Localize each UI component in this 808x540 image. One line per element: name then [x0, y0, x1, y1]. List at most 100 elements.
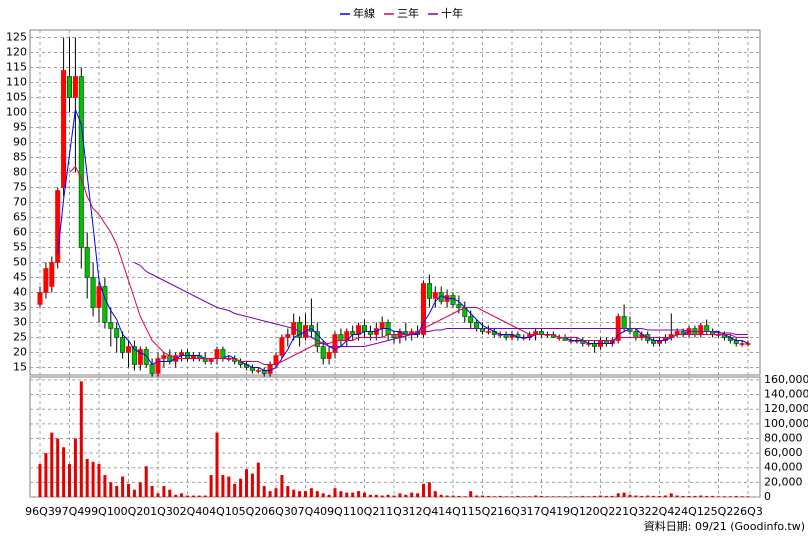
candle-body	[78, 76, 84, 248]
candle-body	[356, 325, 362, 335]
volume-bar	[274, 488, 278, 497]
volume-bar	[209, 475, 213, 497]
candle-body	[43, 268, 49, 293]
candle-body	[745, 343, 751, 345]
y2-tick-label: 80,000	[764, 431, 803, 444]
volume-bar	[634, 495, 638, 497]
candle-body	[161, 355, 167, 359]
candle-body	[84, 247, 90, 278]
volume-bar	[475, 495, 479, 497]
candle-body	[102, 286, 108, 323]
volume-bar	[68, 464, 71, 497]
y-tick-label: 65	[13, 211, 27, 224]
candle-body	[320, 346, 326, 359]
x-tick-label: 05Q2	[232, 505, 262, 518]
volume-bar	[363, 492, 366, 497]
volume-bar	[239, 478, 243, 497]
candle-body	[485, 331, 491, 333]
volume-bar	[268, 491, 272, 497]
candle-body	[432, 292, 438, 299]
candle-body	[114, 328, 120, 338]
volume-bar	[705, 495, 709, 497]
volume-bar	[91, 461, 95, 497]
volume-bar	[203, 495, 207, 497]
volume-bar	[599, 495, 602, 497]
volume-bar	[374, 494, 378, 497]
x-tick-label: 11Q3	[379, 505, 409, 518]
volume-bar	[652, 495, 656, 497]
volume-bar	[410, 492, 414, 497]
y-tick-label: 40	[13, 286, 27, 299]
volume-bar	[79, 381, 83, 497]
y-tick-label: 100	[6, 106, 27, 119]
x-tick-label: 16Q3	[497, 505, 527, 518]
volume-bar	[646, 495, 650, 497]
volume-bar	[197, 495, 201, 497]
volume-bar	[215, 432, 219, 497]
volume-bar	[321, 493, 325, 497]
y-tick-label: 120	[6, 46, 27, 59]
volume-bar	[97, 464, 101, 497]
candle-body	[426, 283, 432, 299]
y-tick-label: 85	[13, 151, 27, 164]
volume-bar	[304, 491, 307, 497]
legend-label: 三年	[397, 6, 419, 20]
volume-bar	[386, 494, 390, 497]
x-tick-label: 07Q4	[291, 505, 321, 518]
y-tick-label: 45	[13, 271, 27, 284]
x-tick-label: 20Q2	[586, 505, 616, 518]
volume-bar	[481, 495, 484, 497]
volume-bar	[85, 458, 89, 497]
volume-bar	[327, 494, 331, 497]
volume-bar	[109, 482, 113, 497]
volume-bar	[162, 486, 166, 497]
volume-bar	[551, 496, 555, 497]
volume-bar	[516, 495, 520, 497]
volume-bar	[168, 489, 172, 497]
volume-bar	[127, 483, 130, 497]
candle-body	[126, 346, 132, 353]
volume-bar	[115, 486, 119, 497]
candle-body	[474, 322, 480, 329]
volume-bar	[504, 496, 508, 497]
x-tick-label: 10Q2	[350, 505, 380, 518]
candle-body	[698, 325, 704, 335]
volume-bar	[581, 495, 585, 497]
volume-bar	[658, 495, 661, 497]
y-tick-label: 20	[13, 346, 27, 359]
x-tick-label: 21Q3	[615, 505, 645, 518]
y-tick-label: 125	[6, 31, 27, 44]
candle-body	[704, 325, 710, 332]
x-tick-label: 00Q2	[114, 505, 144, 518]
volume-bar	[368, 494, 372, 497]
volume-bar	[699, 495, 703, 497]
y2-tick-label: 120,000	[764, 402, 808, 415]
volume-bar	[622, 492, 626, 497]
volume-bar	[309, 488, 313, 497]
volume-bar	[62, 447, 66, 497]
volume-bar	[528, 496, 532, 497]
footnote: 資料日期: 09/21 (Goodinfo.tw)	[644, 519, 805, 533]
candle-body	[37, 292, 43, 305]
volume-bar	[144, 466, 148, 497]
x-tick-label: 17Q4	[527, 505, 557, 518]
volume-bar	[44, 453, 48, 497]
volume-bar	[616, 493, 620, 497]
candle-body	[49, 262, 55, 287]
candle-body	[633, 331, 639, 338]
candle-body	[143, 349, 149, 365]
x-tick-label: 02Q4	[173, 505, 203, 518]
x-tick-label: 04Q1	[202, 505, 232, 518]
volume-bar	[457, 495, 461, 497]
volume-bar	[675, 495, 679, 497]
volume-bar	[492, 496, 496, 497]
volume-bar	[56, 438, 60, 497]
volume-bar	[693, 495, 697, 497]
y-tick-label: 90	[13, 136, 27, 149]
candle-body	[338, 334, 344, 341]
y-tick-label: 30	[13, 316, 27, 329]
volume-bar	[191, 495, 195, 497]
candle-body	[67, 76, 73, 98]
candle-body	[149, 364, 155, 374]
